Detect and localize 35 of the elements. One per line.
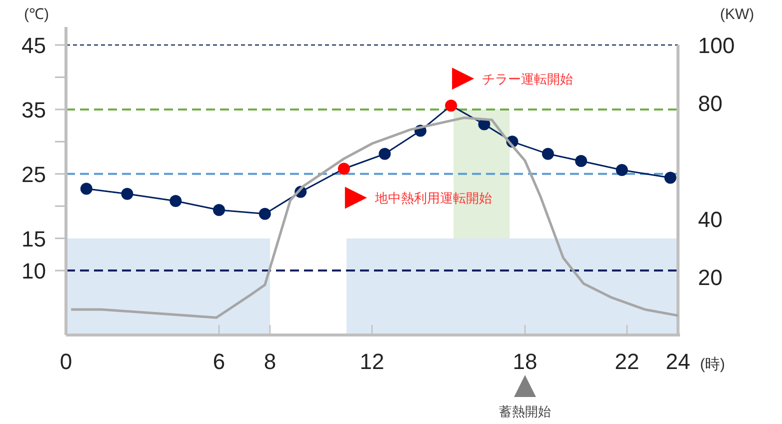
x-tick-label: 0 [60, 349, 72, 374]
x-tick-label: 12 [360, 349, 384, 374]
point [213, 204, 225, 216]
y2-tick-label: 40 [698, 207, 722, 232]
x-tick-label: 24 [666, 349, 690, 374]
point [121, 188, 134, 200]
point [445, 100, 458, 112]
y2-tick-label: 80 [698, 91, 722, 116]
point [664, 172, 676, 184]
y2-axis-title: (KW) [720, 6, 754, 23]
annotation: 地中熱利用運転開始 [374, 190, 492, 206]
point [542, 148, 554, 160]
annotation: チラー運転開始 [482, 72, 574, 87]
x-tick-label: 22 [614, 349, 640, 374]
y-tick-label: 35 [22, 97, 46, 122]
point [170, 194, 182, 207]
x-tick-label: 8 [264, 349, 276, 374]
x-tick-label: 18 [512, 349, 538, 374]
y-axis-title: (℃) [24, 6, 49, 23]
y-tick-label: 45 [22, 33, 46, 58]
x-tick-label: 6 [212, 349, 226, 374]
y-tick-label: 10 [22, 258, 46, 284]
x-axis-title: (時) [700, 356, 725, 373]
point [575, 155, 588, 167]
line-series [70, 116, 680, 319]
point [80, 182, 92, 195]
y2-tick-label: 100 [698, 33, 735, 58]
y-tick-label: 15 [22, 226, 46, 252]
point [258, 208, 271, 220]
point [616, 164, 628, 176]
y2-tick-label: 20 [698, 265, 722, 290]
text: 蓄熱開始 [499, 404, 551, 419]
y-tick-label: 25 [22, 162, 46, 187]
point [378, 148, 391, 160]
point [338, 162, 350, 175]
